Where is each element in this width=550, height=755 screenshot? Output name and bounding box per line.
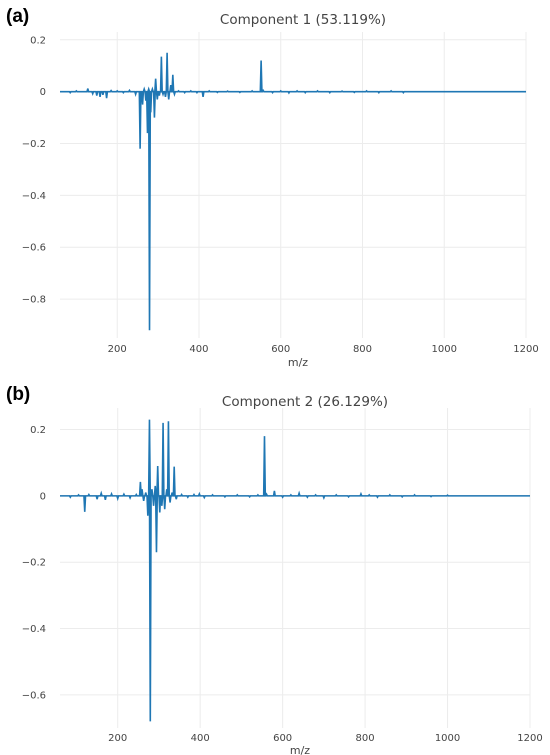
y-tick-label: −0.2 [22, 139, 46, 150]
y-tick-label: 0 [40, 491, 46, 502]
x-tick-label: 600 [273, 733, 292, 744]
x-tick-label: 200 [108, 344, 127, 355]
y-tick-label: −0.2 [22, 558, 46, 569]
x-tick-label: 400 [191, 733, 210, 744]
x-tick-label: 800 [356, 733, 375, 744]
x-tick-label: 1200 [517, 733, 542, 744]
x-tick-label: 1000 [435, 733, 460, 744]
chart-title: Component 2 (26.129%) [222, 394, 388, 410]
x-axis-label: m/z [288, 356, 308, 369]
x-tick-label: 200 [108, 733, 127, 744]
chart-title: Component 1 (53.119%) [220, 12, 386, 28]
panel-label: (a) [6, 6, 30, 27]
y-tick-label: 0 [40, 87, 46, 98]
x-tick-label: 1200 [513, 344, 538, 355]
chart-panel-a: (a) Component 1 (53.119%) 200 400 600 800 100… [6, 6, 539, 369]
x-tick-label: 600 [271, 344, 290, 355]
x-tick-label: 400 [189, 344, 208, 355]
y-tick-label: 0.2 [30, 35, 46, 46]
spectrum-line [60, 419, 530, 722]
x-axis-label: m/z [290, 744, 310, 755]
chart-b-svg: Component 2 (26.129%) 200 400 600 800 1000 120… [22, 394, 543, 755]
spectrum-line [60, 52, 526, 331]
y-tick-label: −0.6 [22, 690, 46, 701]
panel-label: (b) [6, 384, 31, 405]
y-tick-label: −0.4 [22, 191, 46, 202]
x-tick-label: 1000 [432, 344, 457, 355]
y-tick-label: 0.2 [30, 425, 46, 436]
chart-panel-b: (b) Component 2 (26.129%) 200 400 600 800 100… [0, 378, 550, 755]
chart-a-svg: Component 1 (53.119%) 200 400 600 800 1000 120… [22, 12, 539, 369]
x-tick-label: 800 [353, 344, 372, 355]
y-tick-label: −0.4 [22, 624, 46, 635]
y-tick-label: −0.8 [22, 295, 46, 306]
y-tick-label: −0.6 [22, 243, 46, 254]
